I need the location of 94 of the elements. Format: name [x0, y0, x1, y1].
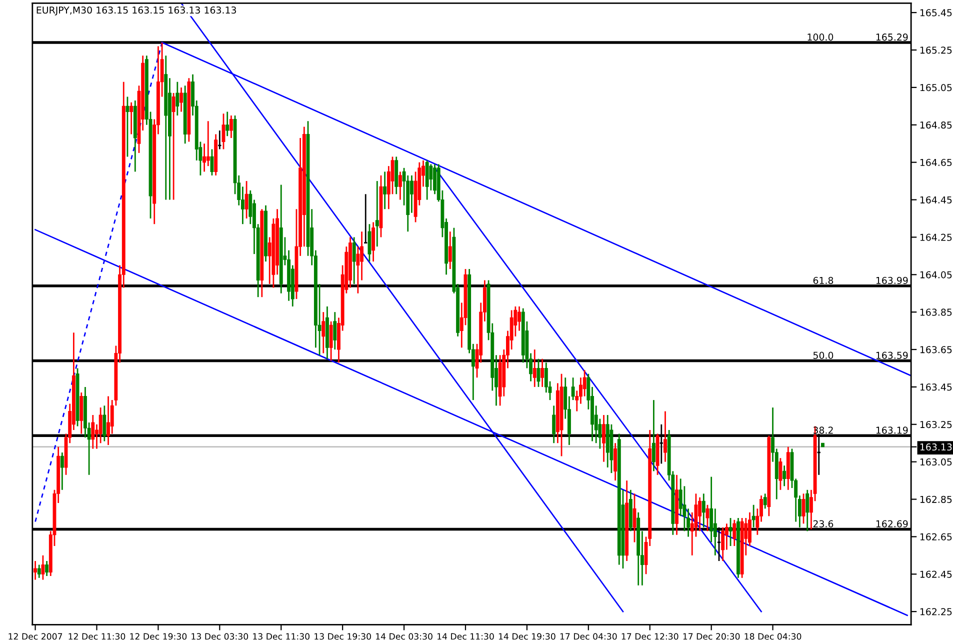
x-tick-label: 17 Dec 04:30 [560, 633, 617, 640]
ref-line-label: 162.69 [876, 520, 908, 528]
candlestick [728, 517, 732, 547]
y-tick-label: 164.85 [920, 121, 952, 129]
candlestick [706, 504, 710, 532]
candlestick [429, 163, 433, 192]
x-tick-label: 17 Dec 12:30 [622, 633, 678, 640]
y-tick-label: 163.25 [920, 420, 952, 428]
x-tick-label: 14 Dec 03:30 [376, 633, 432, 640]
y-tick-label: 162.65 [920, 533, 952, 540]
y-tick-label: 163.85 [920, 308, 952, 316]
candlestick [806, 489, 810, 532]
candlestick [802, 492, 806, 524]
candlestick [229, 114, 233, 139]
candlestick [322, 311, 326, 354]
candlestick [172, 92, 176, 200]
x-tick-label: 17 Dec 20:30 [683, 633, 740, 640]
candlestick [222, 112, 226, 150]
x-tick-label: 12 Dec 11:30 [68, 633, 126, 640]
candlestick [333, 311, 337, 350]
candlestick [398, 170, 402, 200]
candlestick [763, 492, 767, 510]
x-tick-label: 14 Dec 11:30 [437, 633, 494, 640]
candlestick [226, 111, 230, 137]
x-tick-label: 14 Dec 19:30 [498, 633, 556, 640]
ref-line-label: 165.29 [876, 34, 908, 41]
candlestick [368, 223, 372, 262]
y-tick-label: 163.05 [920, 458, 952, 466]
candlestick [375, 180, 379, 248]
candlestick [782, 464, 786, 487]
candlestick [732, 519, 736, 547]
candlestick [383, 170, 387, 210]
y-tick-label: 164.25 [920, 234, 952, 241]
annotation: 23.6 [813, 520, 834, 528]
y-tick-label: 164.45 [920, 196, 952, 204]
candlestick [664, 410, 667, 463]
candlestick [540, 358, 544, 388]
candlestick [34, 560, 38, 580]
candlestick [244, 180, 248, 220]
candlestick [45, 560, 49, 577]
x-tick-label: 13 Dec 03:30 [192, 633, 248, 640]
ref-line-label: 163.19 [876, 426, 908, 434]
x-tick-label: 12 Dec 19:30 [130, 633, 187, 640]
annotation: 61.8 [813, 276, 834, 284]
candlestick [571, 376, 575, 401]
candlestick [652, 399, 656, 472]
y-tick-label: 164.05 [920, 271, 952, 278]
x-tick-label: 13 Dec 11:30 [253, 633, 310, 640]
x-tick-label: 12 Dec 2007 [8, 633, 62, 640]
candlestick [102, 404, 106, 442]
ref-line-label: 163.99 [876, 276, 908, 284]
candlestick [448, 230, 452, 270]
y-tick-label: 162.25 [920, 608, 952, 616]
y-tick-label: 165.45 [920, 9, 952, 16]
chart-title: EURJPY,M30 163.15 163.15 163.13 163.13 [36, 6, 236, 16]
ref-line-label: 163.59 [876, 352, 908, 359]
candlestick [552, 404, 556, 444]
candlestick [180, 86, 183, 112]
candlestick [130, 102, 134, 135]
candlestick [37, 564, 41, 579]
candlestick [106, 396, 110, 446]
y-tick-label: 165.05 [920, 84, 952, 92]
y-tick-label: 164.65 [920, 158, 952, 166]
candlestick [721, 526, 725, 562]
candlestick [702, 492, 706, 528]
y-tick-label: 162.85 [920, 496, 952, 503]
y-tick-label: 163.13 [920, 443, 952, 451]
candlestick [410, 174, 414, 214]
y-tick-label: 163.45 [920, 384, 952, 391]
candlestick [206, 120, 210, 167]
candlestick [91, 414, 95, 450]
candlestick [352, 236, 356, 285]
candlestick [614, 442, 618, 482]
y-tick-label: 163.65 [920, 346, 952, 354]
candlestick [41, 554, 45, 580]
candlestick [536, 358, 540, 388]
candlestick [372, 222, 376, 262]
candlestick [632, 492, 636, 543]
candlestick [329, 320, 333, 362]
annotation: 100.0 [808, 34, 834, 41]
x-tick-label: 13 Dec 19:30 [314, 633, 371, 640]
candlestick [532, 348, 536, 388]
candlestick [518, 306, 521, 332]
candlestick [60, 452, 64, 491]
candlestick [210, 148, 214, 176]
x-tick-label: 18 Dec 04:30 [744, 633, 802, 640]
candlestick [778, 457, 782, 491]
candlestick [752, 504, 756, 528]
y-tick-label: 162.45 [920, 570, 952, 578]
candlestick [126, 96, 130, 158]
candlestick [602, 414, 606, 463]
annotation: 50.0 [813, 352, 834, 359]
y-tick-label: 165.25 [920, 46, 952, 54]
candlestick [176, 81, 180, 116]
